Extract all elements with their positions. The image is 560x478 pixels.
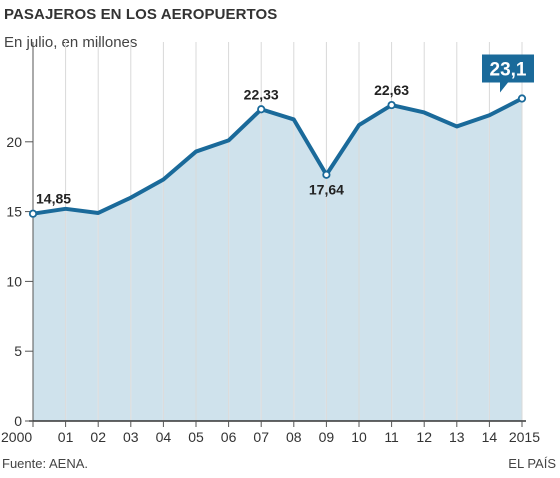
source-note: Fuente: AENA. [2,456,88,471]
x-tick-label: 13 [449,429,465,445]
y-tick-label: 15 [6,204,22,220]
x-tick-label: 02 [90,429,106,445]
data-point-marker [517,94,527,103]
x-tick-label: 05 [188,429,204,445]
x-tick-label: 11 [384,429,399,445]
x-tick-label: 14 [482,429,498,445]
data-label: 22,63 [374,82,409,98]
x-tick-label: 08 [286,429,302,445]
x-tick-label: 01 [58,429,74,445]
x-tick-label: 04 [156,429,172,445]
highlight-value-label: 23,1 [490,60,527,81]
data-point-marker [387,100,396,110]
x-tick-label: 03 [123,429,139,445]
data-label: 17,64 [309,182,344,198]
x-tick-label: 12 [416,429,432,445]
x-tick-label: 2000 [1,429,32,445]
data-label: 14,85 [36,191,71,207]
y-tick-label: 20 [6,134,22,150]
x-tick-label: 09 [319,429,335,445]
x-tick-label: 07 [253,429,269,445]
data-label: 22,33 [244,86,279,102]
y-tick-label: 0 [14,413,22,429]
chart-subtitle: En julio, en millones [4,34,138,51]
x-tick-label: 06 [221,429,237,445]
publisher-credit: EL PAÍS [508,456,556,471]
x-tick-label: 10 [351,429,367,445]
x-tick-label: 2015 [509,429,540,445]
y-tick-label: 5 [14,343,22,359]
chart-title: PASAJEROS EN LOS AEROPUERTOS [4,6,278,23]
series-line [31,96,524,216]
area-fill [33,98,522,422]
highlight-callout [482,54,534,93]
data-point-marker [28,209,38,218]
data-point-marker [322,170,331,179]
y-tick-label: 10 [6,273,22,289]
data-point-marker [257,105,266,114]
